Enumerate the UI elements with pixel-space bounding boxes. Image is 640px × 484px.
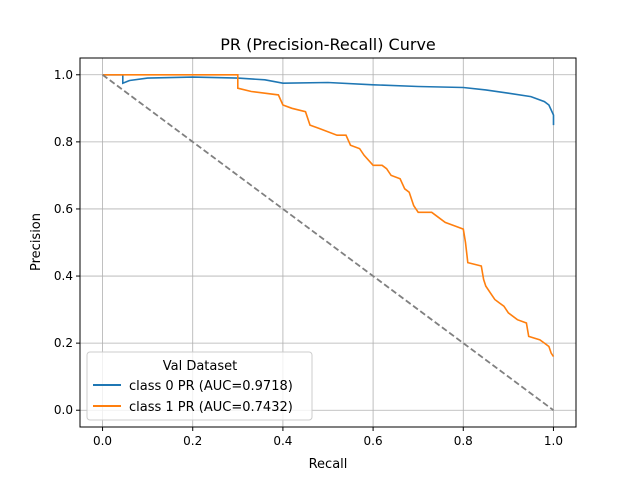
y-tick-label: 1.0 (54, 68, 73, 82)
lines (102, 74, 555, 411)
chart-title: PR (Precision-Recall) Curve (220, 35, 436, 54)
grid (80, 58, 576, 427)
legend: Val Dataset class 0 PR (AUC=0.9718) clas… (86, 351, 313, 421)
legend-label-class-0: class 0 PR (AUC=0.9718) (129, 379, 293, 394)
x-tick-label: 0.6 (364, 434, 383, 448)
legend-title: Val Dataset (163, 359, 238, 374)
x-tick-label: 0.0 (93, 434, 112, 448)
y-tick-label: 0.6 (54, 202, 73, 216)
random-baseline-line (102, 74, 554, 411)
axes-frame (79, 57, 577, 428)
y-axis-label: Precision (29, 213, 44, 271)
y-tick-label: 0.8 (54, 135, 73, 149)
x-tick-label: 0.2 (183, 434, 202, 448)
y-tick-label: 0.2 (54, 336, 73, 350)
x-axis-label: Recall (309, 457, 348, 472)
legend-label-class-1: class 1 PR (AUC=0.7432) (129, 400, 293, 415)
legend-box (86, 351, 313, 421)
ticks: 0.0 0.2 0.4 0.6 0.8 1.0 0.0 0.2 0.4 0.6 0.8 1.0 (54, 68, 563, 448)
x-tick-label: 0.4 (273, 434, 292, 448)
x-tick-label: 1.0 (544, 434, 563, 448)
series-line-class-1 (102, 74, 555, 358)
y-tick-label: 0.4 (54, 269, 73, 283)
series-line-class-0 (102, 74, 555, 126)
y-tick-label: 0.0 (54, 403, 73, 417)
x-tick-label: 0.8 (454, 434, 473, 448)
